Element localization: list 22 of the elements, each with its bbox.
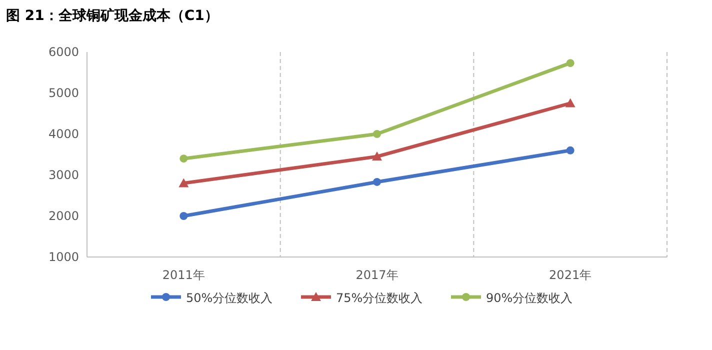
point (373, 178, 381, 186)
legend-label: 75%分位数收入 (336, 291, 423, 305)
point (178, 178, 189, 188)
x-tick-label: 2021年 (549, 268, 592, 282)
point (180, 154, 188, 163)
y-tick-label: 3000 (48, 168, 79, 182)
y-tick-label: 5000 (48, 86, 79, 100)
y-tick-label: 6000 (48, 45, 79, 59)
y-tick-label: 4000 (48, 127, 79, 141)
point (566, 59, 574, 68)
point (373, 130, 381, 138)
point (565, 98, 576, 108)
x-tick-label: 2011年 (162, 268, 205, 282)
legend-label: 90%分位数收入 (486, 291, 573, 305)
point (566, 146, 574, 154)
point (180, 212, 188, 220)
x-tick-label: 2017年 (356, 268, 398, 282)
legend-label: 50%分位数收入 (186, 291, 273, 305)
y-tick-label: 1000 (48, 250, 79, 264)
point (372, 152, 382, 161)
y-tick-label: 2000 (48, 209, 79, 223)
chart-title: 图 21：全球铜矿现金成本（C1） (6, 7, 218, 24)
